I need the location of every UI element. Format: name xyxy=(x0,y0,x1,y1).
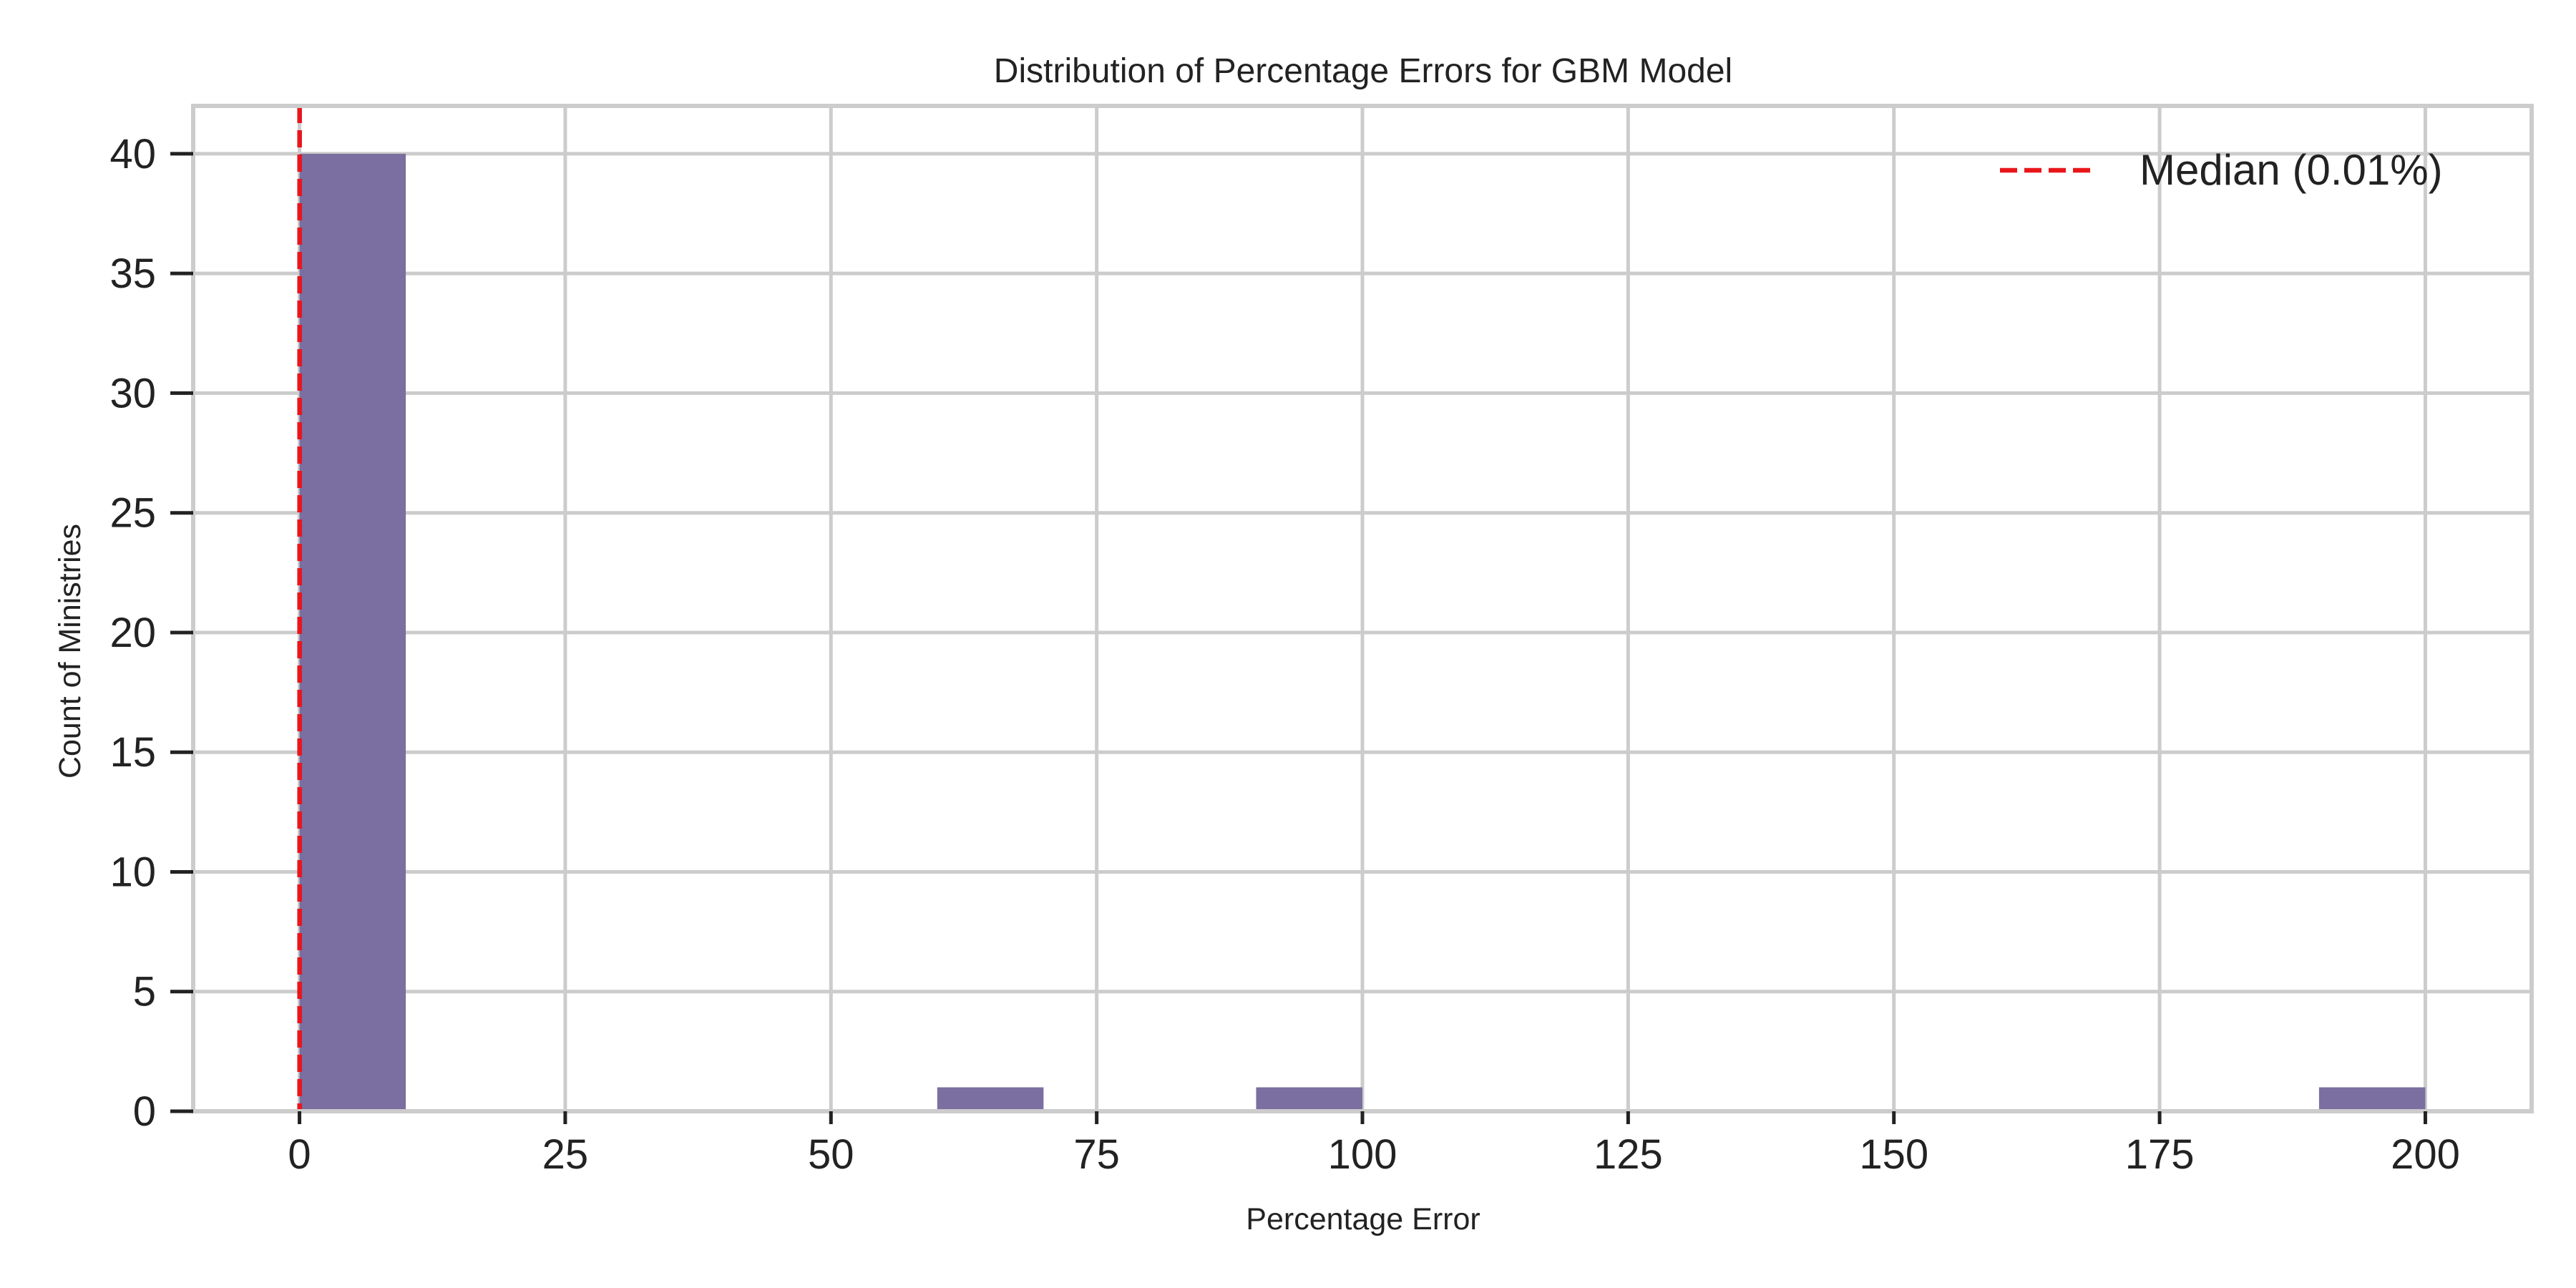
labels-layer: Distribution of Percentage Errors for GB… xyxy=(53,52,1732,1236)
y-tick-label: 25 xyxy=(109,490,156,537)
x-tick-label: 150 xyxy=(1859,1131,1928,1178)
y-tick-label: 35 xyxy=(109,250,156,297)
x-tick-label: 175 xyxy=(2125,1131,2195,1178)
y-tick-label: 15 xyxy=(109,729,156,776)
axes-layer: 0 25 50 75 100 125 150 175 200 0 5 10 15 20 25 30 35 40 xyxy=(109,104,2534,1178)
chart-title: Distribution of Percentage Errors for GB… xyxy=(994,52,1732,90)
x-tick-label: 50 xyxy=(808,1131,854,1178)
histogram-bar xyxy=(2318,1087,2426,1111)
x-tick-label: 125 xyxy=(1594,1131,1663,1178)
y-axis-label: Count of Ministries xyxy=(53,524,87,779)
y-tick-label: 20 xyxy=(109,610,156,656)
y-tick-label: 0 xyxy=(133,1088,156,1135)
x-axis-label: Percentage Error xyxy=(1246,1202,1480,1236)
x-tick-label: 25 xyxy=(542,1131,589,1178)
y-tick-label: 40 xyxy=(109,131,156,177)
histogram-bar xyxy=(937,1087,1044,1111)
y-tick-label: 5 xyxy=(133,969,156,1015)
bars-layer xyxy=(299,153,2426,1111)
legend: Median (0.01%) xyxy=(2000,146,2443,194)
histogram-bar xyxy=(1256,1087,1362,1111)
histogram-bar xyxy=(299,153,406,1111)
y-tick-label: 30 xyxy=(109,370,156,416)
grid-layer xyxy=(193,106,2532,1113)
y-tick-label: 10 xyxy=(109,849,156,895)
x-tick-label: 75 xyxy=(1073,1131,1120,1178)
x-tick-label: 200 xyxy=(2391,1131,2460,1178)
x-tick-label: 0 xyxy=(288,1131,311,1178)
legend-label: Median (0.01%) xyxy=(2140,146,2443,194)
x-tick-label: 100 xyxy=(1328,1131,1397,1178)
